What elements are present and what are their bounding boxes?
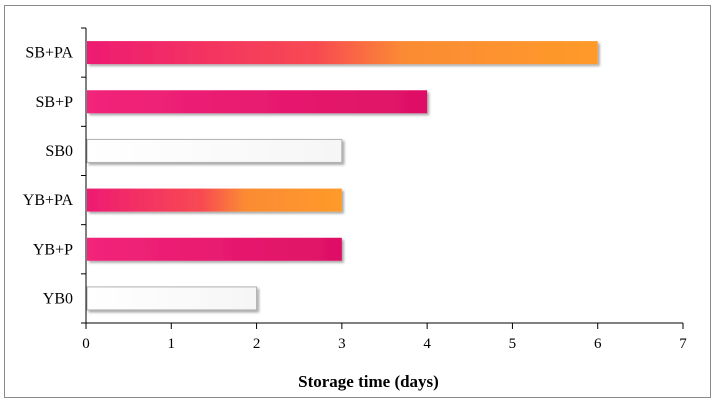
bar: [87, 188, 342, 212]
bar: [86, 286, 258, 311]
x-tick-label: 6: [594, 336, 602, 352]
category-label: YB+PA: [23, 192, 74, 209]
ticks-group: [81, 27, 684, 329]
category-label: SB+P: [36, 94, 74, 111]
x-tick-label: 1: [168, 336, 176, 352]
x-tick-label: 5: [509, 336, 517, 352]
x-tick-label: 4: [423, 336, 431, 352]
category-label: YB0: [43, 290, 73, 307]
bar: [87, 90, 428, 114]
category-label: SB0: [45, 143, 73, 160]
axes-group: [85, 28, 683, 324]
bars-group: [86, 41, 598, 311]
category-label: SB+PA: [25, 45, 73, 62]
labels-group: 0 1 2 3 4 5 6 7 SB+PA SB+P SB0 YB+PA YB+P YB0: [23, 45, 687, 352]
x-tick-label: 2: [253, 336, 261, 352]
x-tick-label: 3: [338, 336, 346, 352]
bar: [87, 237, 342, 261]
category-label: YB+P: [33, 241, 73, 258]
x-tick-label: 7: [679, 336, 687, 352]
x-tick-label: 0: [82, 336, 90, 352]
x-axis-title: Storage time (days): [298, 372, 439, 391]
bar: [86, 138, 343, 163]
bar: [87, 41, 598, 65]
